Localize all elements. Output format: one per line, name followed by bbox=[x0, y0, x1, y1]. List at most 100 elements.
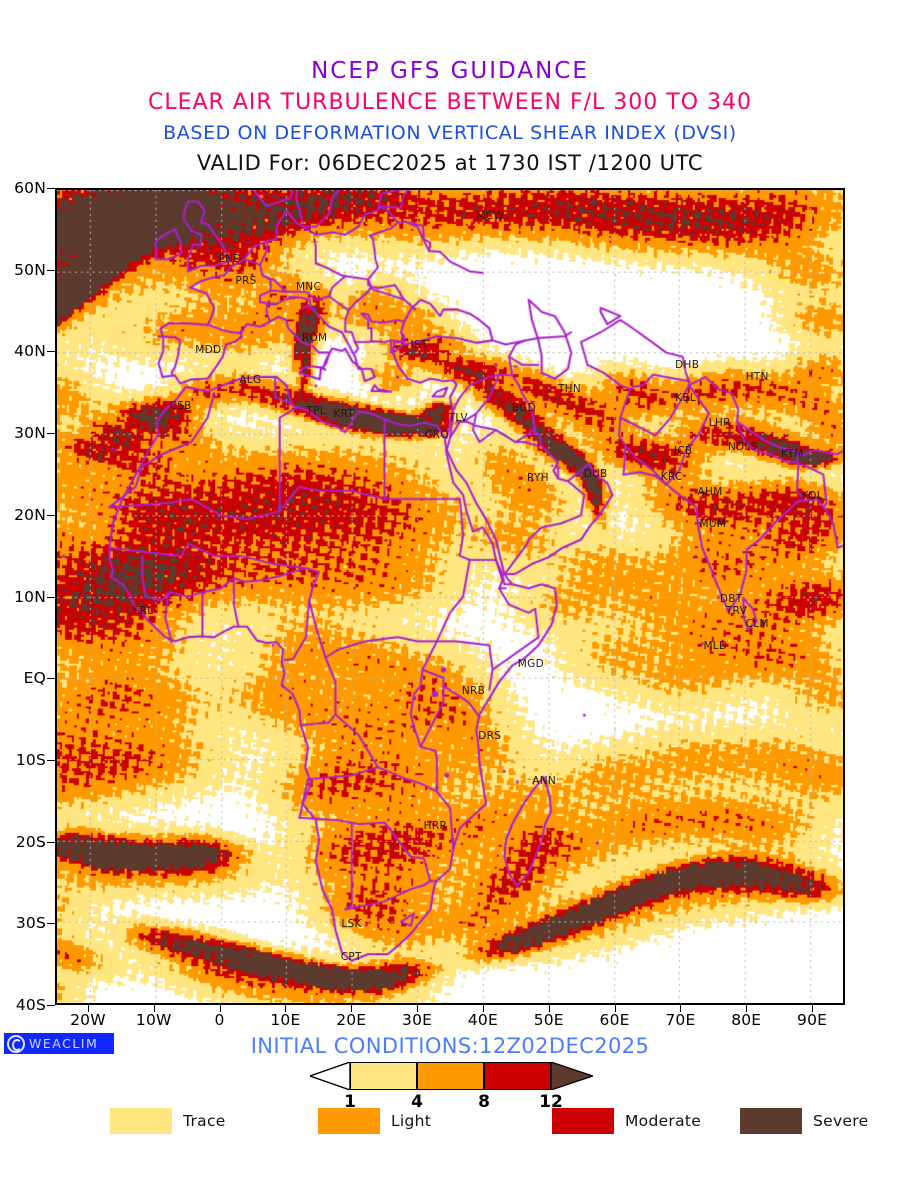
x-axis-tick-label: 30E bbox=[402, 1011, 433, 1029]
y-axis-tick-mark bbox=[47, 923, 55, 925]
y-axis-tick-label: 40N bbox=[14, 342, 46, 361]
map-city-label: KTM bbox=[781, 447, 804, 460]
x-axis-tick-label: 80E bbox=[731, 1011, 762, 1029]
valid-time-label: VALID For: 06DEC2025 at 1730 IST /1200 U… bbox=[196, 151, 704, 175]
colorbar-tick-label: 4 bbox=[411, 1092, 423, 1112]
map-city-label: LSK bbox=[341, 917, 362, 930]
legend-color-swatch bbox=[110, 1108, 172, 1134]
map-city-label: NRB bbox=[461, 684, 486, 697]
x-axis-tick-mark bbox=[351, 1005, 353, 1012]
map-city-label: AHM bbox=[697, 486, 723, 499]
map-city-label: LHR bbox=[708, 416, 731, 429]
x-axis-tick-mark bbox=[614, 1005, 616, 1012]
map-plot-area[interactable]: MCW LND PRS MNC MDD ROM IST ALG CSB TPL KRT TLV CRO B… bbox=[55, 188, 845, 1005]
map-city-label: KOL bbox=[801, 489, 823, 502]
colorbar-segment bbox=[417, 1062, 484, 1090]
x-axis-tick-label: 10E bbox=[270, 1011, 301, 1029]
map-city-label: MDD bbox=[195, 344, 222, 357]
map-city-label: DHB bbox=[675, 358, 700, 371]
map-city-label: DBT bbox=[719, 593, 743, 606]
map-city-label: MNC bbox=[295, 281, 322, 294]
map-city-label: NDLS bbox=[727, 440, 758, 453]
x-axis-tick-mark bbox=[417, 1005, 419, 1012]
map-city-label: CPT bbox=[340, 951, 362, 964]
map-city-label: HRR bbox=[423, 819, 448, 832]
y-axis-tick-mark bbox=[47, 269, 55, 271]
y-axis-tick-mark bbox=[47, 841, 55, 843]
map-city-label: CLM bbox=[745, 617, 769, 630]
legend-color-swatch bbox=[552, 1108, 614, 1134]
colorbar-over-arrow-outline bbox=[550, 1061, 595, 1091]
weaclim-logo: WEACLIM bbox=[4, 1033, 114, 1054]
map-city-label: IST bbox=[410, 339, 428, 352]
map-city-label: TPL bbox=[306, 405, 326, 418]
legend-item: Severe bbox=[740, 1108, 868, 1134]
map-city-label: DUB bbox=[583, 468, 608, 481]
y-axis-tick-mark bbox=[47, 1005, 55, 1006]
map-city-label: BGD bbox=[511, 402, 537, 415]
map-city-label: HTN bbox=[745, 371, 769, 384]
x-axis-tick-label: 50E bbox=[533, 1011, 564, 1029]
map-city-label: ROM bbox=[301, 331, 328, 344]
initial-conditions-label: INITIAL CONDITIONS:12Z02DEC2025 bbox=[250, 1034, 650, 1058]
map-city-label: DRS bbox=[478, 729, 502, 742]
cat-heatmap-canvas bbox=[57, 190, 843, 1003]
severity-legend: Trace Light Moderate Severe bbox=[0, 1108, 900, 1142]
weaclim-logo-text: WEACLIM bbox=[29, 1036, 99, 1051]
x-axis-tick-mark bbox=[548, 1005, 550, 1012]
map-city-label: ALG bbox=[239, 373, 262, 386]
map-city-label: CSB bbox=[169, 399, 192, 412]
y-axis-tick-mark bbox=[47, 759, 55, 761]
title-block: NCEP GFS GUIDANCE CLEAR AIR TURBULENCE B… bbox=[0, 0, 900, 175]
legend-label: Moderate bbox=[625, 1112, 702, 1130]
legend-item: Light bbox=[318, 1108, 431, 1134]
map-city-label: TRV bbox=[725, 604, 748, 617]
colorbar-segment bbox=[484, 1062, 551, 1090]
page-title-model: NCEP GFS GUIDANCE bbox=[311, 58, 589, 84]
map-city-label: JCB bbox=[673, 445, 693, 458]
map-city-label: TLV bbox=[448, 411, 468, 424]
map-city-label: CRO bbox=[424, 429, 449, 442]
colorbar: 1 4 8 12 bbox=[0, 1061, 900, 1112]
x-axis-tick-label: 20W bbox=[70, 1011, 106, 1029]
x-axis-tick-mark bbox=[285, 1005, 287, 1012]
y-axis-tick-mark bbox=[47, 514, 55, 516]
x-axis-tick-mark bbox=[219, 1005, 221, 1012]
x-axis-tick-mark bbox=[482, 1005, 484, 1012]
map-city-label: KRT bbox=[333, 407, 355, 420]
x-axis-tick-label: 60E bbox=[599, 1011, 630, 1029]
y-axis-tick-label: EQ bbox=[23, 669, 46, 688]
map-city-label: PRS bbox=[235, 274, 257, 287]
legend-label: Severe bbox=[813, 1112, 869, 1130]
y-axis-tick-label: 10S bbox=[15, 750, 46, 769]
legend-item: Moderate bbox=[552, 1108, 701, 1134]
map-city-label: MGD bbox=[517, 657, 544, 670]
map-city-label: THN bbox=[557, 382, 582, 395]
map-city-label: KBL bbox=[675, 392, 696, 405]
y-axis-tick-mark bbox=[47, 678, 55, 680]
colorbar-segment bbox=[350, 1062, 417, 1090]
map-city-label: KRC bbox=[660, 470, 683, 483]
y-axis-tick-mark bbox=[47, 188, 55, 189]
legend-color-swatch bbox=[740, 1108, 802, 1134]
x-axis-tick-label: 40E bbox=[467, 1011, 498, 1029]
y-axis-tick-label: 60N bbox=[14, 179, 46, 197]
colorbar-tick-label: 8 bbox=[478, 1092, 490, 1112]
y-axis-tick-label: 30N bbox=[14, 424, 46, 443]
copyright-circle-icon bbox=[7, 1034, 25, 1053]
x-axis-tick-mark bbox=[87, 1005, 89, 1012]
x-axis-tick-label: 0 bbox=[214, 1011, 225, 1029]
legend-label: Trace bbox=[183, 1112, 226, 1130]
map-city-label: MCW bbox=[476, 210, 505, 223]
x-axis-tick-label: 20E bbox=[336, 1011, 367, 1029]
colorbar-under-arrow-outline bbox=[307, 1061, 351, 1091]
page-title-product: CLEAR AIR TURBULENCE BETWEEN F/L 300 TO … bbox=[147, 90, 753, 115]
x-axis-tick-mark bbox=[153, 1005, 155, 1012]
y-axis-tick-mark bbox=[47, 596, 55, 598]
x-axis-tick-label: 70E bbox=[665, 1011, 696, 1029]
x-axis-tick-mark bbox=[746, 1005, 748, 1012]
y-axis-tick-label: 30S bbox=[15, 914, 46, 933]
colorbar-tick-label: 12 bbox=[539, 1092, 563, 1112]
y-axis-tick-label: 50N bbox=[14, 260, 46, 279]
y-axis-tick-label: 10N bbox=[14, 587, 46, 606]
